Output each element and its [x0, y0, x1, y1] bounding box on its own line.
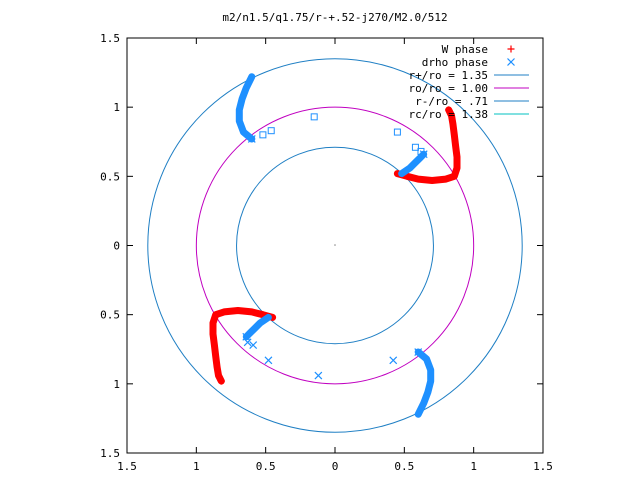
series-1-point-3: [393, 128, 401, 136]
x-tick-label-4: 0.5: [394, 460, 414, 473]
series-1-point-8: [264, 356, 273, 365]
legend-label-2: r+/ro = 1.35: [409, 69, 488, 82]
x-tick-label-2: 0.5: [256, 460, 276, 473]
y-tick-labels: 1.5 1 0.5 0 0.5 1 1.5: [100, 32, 120, 460]
x-tick-labels: 1.5 1 0.5 0 0.5 1 1.5: [117, 460, 553, 473]
legend-label-1: drho phase: [422, 56, 488, 69]
series-1-point-10: [249, 341, 258, 350]
y-tick-label-5: 1: [113, 378, 120, 391]
legend-label-5: rc/ro = 1.38: [409, 108, 488, 121]
series-0-end-marker-1: [217, 377, 225, 385]
series-1-point-6: [314, 371, 323, 380]
series-1-curve-2: [414, 348, 435, 418]
radius-circle-2: [236, 146, 434, 345]
origin-dot: [334, 244, 336, 246]
x-tick-label-5: 1: [470, 460, 477, 473]
series-1-end-marker-2: [414, 348, 423, 356]
y-tick-label-1: 1: [113, 101, 120, 114]
legend-marker-0: [507, 45, 515, 53]
series-1-point-9: [243, 338, 252, 347]
y-tick-label-4: 0.5: [100, 309, 120, 322]
radius-circle-1: [195, 106, 475, 385]
x-tick-label-6: 1.5: [533, 460, 553, 473]
series-1-point-1: [267, 127, 275, 135]
data-markers: [217, 106, 453, 385]
y-tick-label-6: 1.5: [100, 447, 120, 460]
legend-label-3: ro/ro = 1.00: [409, 82, 488, 95]
radius-circle-0: [147, 58, 523, 433]
y-tick-label-2: 0.5: [100, 170, 120, 183]
legend-label-4: r-/ro = .71: [415, 95, 488, 108]
series-0-end-marker-0: [445, 106, 453, 114]
series-1-point-4: [411, 143, 419, 151]
legend-marker-1: [507, 58, 515, 66]
y-tick-label-3: 0: [113, 240, 120, 253]
series-0-curve-1: [209, 307, 277, 385]
series-1-point-5: [417, 147, 425, 155]
series-1-curve-0: [235, 73, 256, 143]
x-tick-label-3: 0: [332, 460, 339, 473]
x-tick-label-0: 1.5: [117, 460, 137, 473]
radius-circles: [147, 58, 523, 433]
series-1-end-marker-0: [247, 135, 256, 143]
series-0-curve-0: [393, 106, 461, 184]
chart-title: m2/n1.5/q1.75/r-+.52-j270/M2.0/512: [222, 11, 447, 24]
series-1-point-7: [389, 356, 398, 365]
x-tick-label-1: 1: [193, 460, 200, 473]
series-1-point-0: [259, 131, 267, 139]
series-1-point-2: [310, 113, 318, 121]
axis-ticks: [126, 37, 544, 454]
legend-label-0: W phase: [442, 43, 488, 56]
y-tick-label-0: 1.5: [100, 32, 120, 45]
